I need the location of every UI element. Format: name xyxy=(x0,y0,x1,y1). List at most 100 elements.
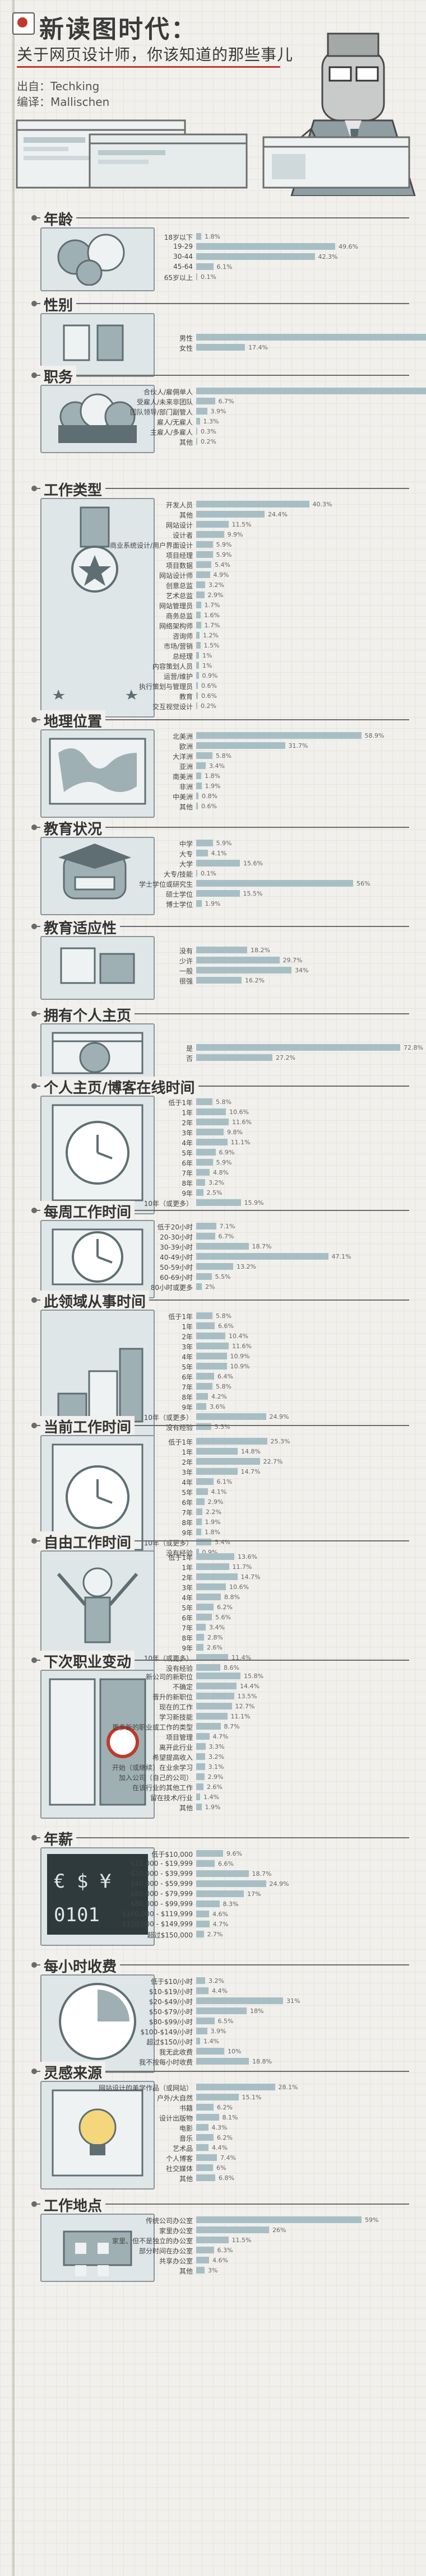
category-label: 3年 xyxy=(182,1129,193,1137)
bar xyxy=(196,1573,238,1580)
bar xyxy=(196,1583,226,1590)
value-label: 7.1% xyxy=(219,1223,235,1230)
section-illustration-icon xyxy=(40,936,155,1000)
bar xyxy=(196,1549,199,1555)
bar xyxy=(196,1911,209,1917)
value-label: 4.7% xyxy=(212,1921,229,1928)
value-label: 18.8% xyxy=(252,2058,272,2065)
category-label: 学士学位或研究生 xyxy=(138,881,193,888)
value-label: 1.7% xyxy=(204,622,220,629)
value-label: 2.9% xyxy=(207,1773,224,1781)
bar xyxy=(196,2237,229,2243)
section-dot xyxy=(31,372,37,378)
bar xyxy=(196,1713,228,1720)
bar xyxy=(196,233,201,240)
category-label: 亚洲 xyxy=(179,763,193,771)
section-title: 教育适应性 xyxy=(40,917,121,938)
section-dot xyxy=(31,486,37,491)
bar xyxy=(196,1634,204,1641)
bar xyxy=(196,652,199,659)
value-label: 34% xyxy=(295,967,309,974)
value-label: 31% xyxy=(286,1997,300,2005)
value-label: 14.7% xyxy=(240,1573,261,1581)
value-label: 1.9% xyxy=(205,900,221,907)
category-label: 书籍 xyxy=(179,2104,193,2112)
category-label: 其他 xyxy=(179,803,193,811)
section-rule xyxy=(34,488,409,489)
category-label: 社交媒体 xyxy=(165,2165,193,2173)
category-label: 7年 xyxy=(182,1384,193,1391)
category-label: 5年 xyxy=(182,1604,193,1612)
value-label: 6.3% xyxy=(217,2247,233,2254)
value-label: 9.6% xyxy=(226,1850,242,1857)
bar xyxy=(196,571,210,578)
value-label: 5.8% xyxy=(216,752,231,760)
value-label: 1.8% xyxy=(205,772,220,780)
value-label: 4.4% xyxy=(212,1987,228,1995)
section-dot xyxy=(31,824,37,830)
category-label: 更多新的职业或工作的类型 xyxy=(112,1723,193,1731)
category-label: 运营/维护 xyxy=(163,673,193,681)
bar xyxy=(196,1553,234,1560)
editor-credit: 编译：Mallischen xyxy=(17,95,110,109)
bar xyxy=(196,521,229,528)
value-label: 42.3% xyxy=(318,253,338,260)
category-label: 没有经验 xyxy=(165,1665,193,1673)
chart-section: 教育适应性 没有 18.2% 少许 29.7% 一般 34% 很强 16.2% xyxy=(0,917,426,1001)
bar xyxy=(196,2144,209,2151)
value-label: 6.1% xyxy=(216,1478,233,1485)
bar xyxy=(196,1664,220,1671)
category-label: 留在技术/行业 xyxy=(150,1794,193,1802)
bar xyxy=(196,1804,202,1810)
svg-text:€ $ ¥: € $ ¥ xyxy=(54,1870,111,1893)
category-label: 其他 xyxy=(179,2175,193,2183)
section-title: 年龄 xyxy=(40,208,77,229)
category-label: 6年 xyxy=(182,1373,193,1381)
value-label: 2.8% xyxy=(207,1634,223,1641)
bar xyxy=(196,2257,209,2263)
category-label: 设计者 xyxy=(172,532,193,539)
category-label: 交互视觉设计 xyxy=(152,703,193,711)
bar xyxy=(196,1763,205,1770)
category-label: $120,000 - $149,999 xyxy=(122,1920,193,1928)
section-dot xyxy=(31,1208,37,1213)
category-label: 加入公司（自己的公司） xyxy=(118,1774,193,1782)
value-label: 58.9% xyxy=(364,732,385,739)
bar xyxy=(196,1703,232,1709)
value-label: 15.9% xyxy=(244,1199,264,1207)
category-label: 19-29 xyxy=(173,243,193,250)
value-label: 47.1% xyxy=(331,1253,351,1260)
category-label: 传统公司办公室 xyxy=(145,2217,193,2225)
value-label: 1.6% xyxy=(204,612,220,619)
bar xyxy=(196,1683,237,1689)
value-label: 11.6% xyxy=(232,1343,252,1350)
bar xyxy=(196,632,200,639)
section-illustration-icon xyxy=(40,498,155,718)
bar xyxy=(196,1860,215,1867)
value-label: 2.7% xyxy=(207,1931,223,1938)
category-label: 2年 xyxy=(182,1574,193,1582)
bar xyxy=(196,1614,212,1620)
category-label: 我不按每小时收费 xyxy=(138,2058,193,2066)
bar xyxy=(196,1733,210,1740)
category-label: 30-44 xyxy=(173,253,193,260)
category-label: 1年 xyxy=(182,1323,193,1331)
value-label: 0.2% xyxy=(201,702,216,710)
bar xyxy=(196,1403,206,1410)
category-label: 4年 xyxy=(182,1594,193,1602)
category-label: 40-49小时 xyxy=(160,1254,193,1261)
value-label: 5.5% xyxy=(215,1273,231,1280)
section-illustration-icon: € $ ¥ 0101 £ 1011 xyxy=(40,1847,155,1946)
value-label: 5.4% xyxy=(215,561,230,569)
section-title: 每周工作时间 xyxy=(40,1201,135,1222)
section-title: 灵感来源 xyxy=(40,2062,106,2083)
bar xyxy=(196,1604,214,1610)
category-label: 10年（或更多） xyxy=(143,1200,193,1208)
value-label: 3.4% xyxy=(209,1624,225,1631)
bar xyxy=(196,2124,209,2131)
bar xyxy=(196,1498,205,1505)
header-illustration xyxy=(16,32,416,196)
category-label: 2年 xyxy=(182,1119,193,1127)
chart-section: 自由工作时间 低于1年 13.6% 1年 11.7% 2年 14.7% 3年 10.6% 4年 8.… xyxy=(0,1531,426,1680)
bar xyxy=(196,642,201,649)
